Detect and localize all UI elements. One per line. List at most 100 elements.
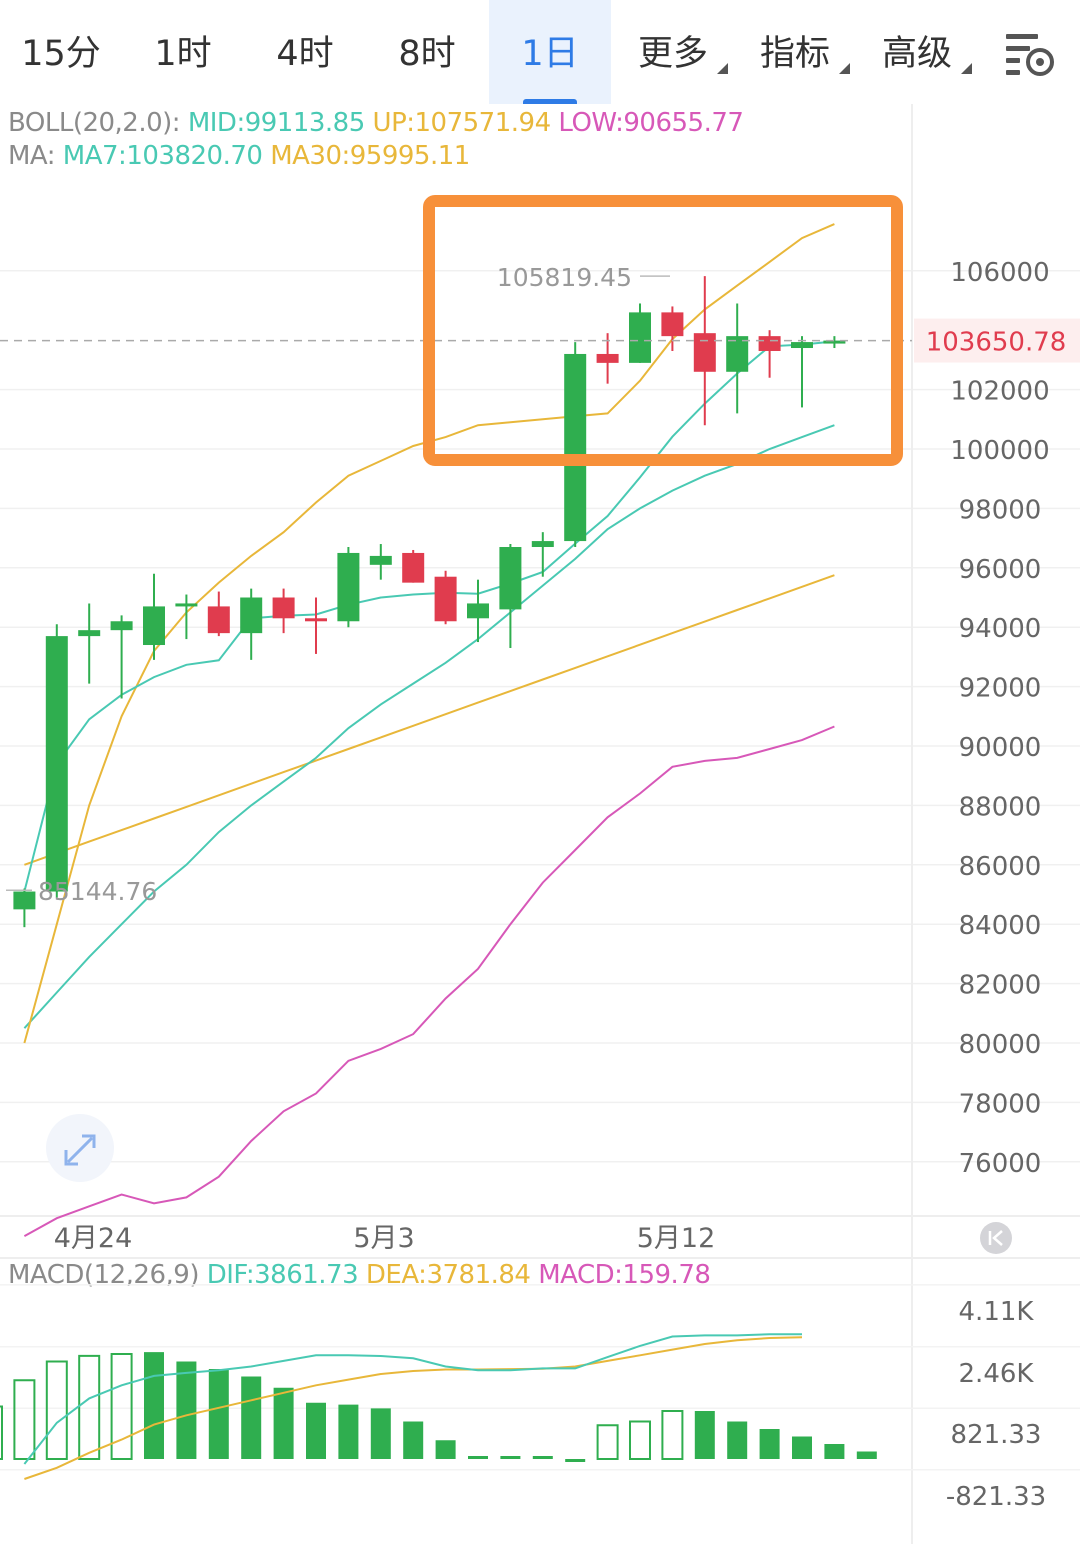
candle	[175, 594, 198, 640]
macd-bar	[306, 1402, 326, 1459]
macd-bar	[468, 1456, 488, 1459]
tab-7[interactable]: 指标	[734, 0, 856, 104]
x-tick-label: 4月24	[54, 1223, 133, 1254]
y-tick-label: 96000	[959, 555, 1042, 585]
macd-bar	[110, 1353, 133, 1460]
candle-body	[272, 597, 295, 619]
macd-tick-label: 4.11K	[959, 1297, 1035, 1327]
tab-label: 更多	[637, 34, 708, 74]
macd-bar	[241, 1376, 262, 1459]
y-tick-label: 86000	[959, 852, 1042, 882]
y-tick-label: 88000	[959, 792, 1042, 822]
ma7-value: MA7:103820.70	[62, 141, 263, 171]
timeframe-tabs: 15分 1时 4时 8时 1日 更多 指标 高级	[0, 0, 1080, 104]
tab-3[interactable]: 4时	[244, 0, 366, 104]
candle-body	[726, 336, 749, 372]
current-price-label: 103650.78	[926, 328, 1067, 358]
candle-body	[175, 603, 198, 607]
boll-mid-value: MID:99113.85	[187, 108, 365, 138]
tab-label: 1时	[154, 34, 212, 74]
candle-body	[402, 552, 425, 583]
ma30-line	[24, 574, 835, 866]
candle	[369, 544, 392, 580]
y-tick-label: 82000	[959, 971, 1042, 1001]
candle	[467, 579, 489, 643]
macd-bar	[13, 1379, 36, 1460]
candle-body	[13, 891, 36, 910]
candle	[143, 573, 165, 660]
macd-bar	[727, 1421, 748, 1459]
y-tick-label: 84000	[959, 911, 1042, 941]
highlight-box	[423, 195, 903, 466]
tab-1[interactable]: 15分	[0, 0, 122, 104]
candle	[726, 303, 749, 414]
boll-name: BOLL(20,2.0):	[8, 108, 181, 138]
scroll-latest-icon-glyph	[988, 1230, 1003, 1246]
tab-5[interactable]: 1日	[489, 0, 611, 104]
candle	[45, 624, 68, 898]
candle-body	[693, 333, 716, 372]
y-tick-label: 90000	[959, 733, 1042, 763]
tab-6[interactable]: 更多	[612, 0, 734, 104]
y-tick-label: 94000	[959, 614, 1042, 644]
candle	[337, 547, 360, 628]
y-tick-label: 80000	[959, 1030, 1042, 1060]
macd-bar	[403, 1421, 424, 1459]
macd-dif-line	[23, 1333, 803, 1465]
candle-body	[564, 353, 587, 542]
candle	[207, 591, 230, 637]
y-tick-label: 102000	[950, 377, 1049, 407]
candle	[240, 588, 263, 660]
candle-body	[661, 312, 684, 337]
tab-label: 指标	[759, 34, 830, 74]
tab-label: 高级	[881, 34, 952, 74]
max-price-label: 105819.45	[497, 263, 632, 292]
macd-bar	[273, 1387, 294, 1459]
candle	[531, 532, 554, 577]
macd-bar	[78, 1354, 101, 1460]
candle	[110, 615, 133, 699]
y-tick-label: 78000	[959, 1089, 1042, 1119]
y-tick-label: 76000	[959, 1149, 1042, 1179]
macd-bar	[661, 1410, 684, 1460]
candle-body	[467, 603, 489, 619]
macd-tick-label: 2.46K	[959, 1359, 1035, 1389]
macd-bar	[629, 1420, 651, 1460]
tab-8[interactable]: 高级	[856, 0, 978, 104]
candle	[434, 570, 457, 625]
macd-bar	[338, 1404, 359, 1459]
chart-settings-icon[interactable]	[1002, 30, 1058, 78]
y-tick-label: 106000	[950, 258, 1049, 288]
candle	[78, 603, 101, 684]
boll-lower-line	[23, 725, 835, 1237]
boll-legend: BOLL(20,2.0): MID:99113.85 UP:107571.94 …	[8, 108, 744, 138]
candle	[693, 276, 716, 426]
tab-2[interactable]: 1时	[122, 0, 244, 104]
macd-bar	[596, 1424, 619, 1460]
candle-body	[499, 547, 522, 610]
active-tab-indicator	[523, 99, 577, 104]
boll-up-value: UP:107571.94	[372, 108, 552, 138]
candle	[823, 336, 846, 349]
y-tick-label: 100000	[950, 436, 1049, 466]
macd-dea-line	[24, 1336, 803, 1480]
macd-bar	[144, 1352, 164, 1459]
boll-low-value: LOW:90655.77	[558, 108, 744, 138]
macd-bar	[532, 1456, 553, 1459]
candle-body	[531, 541, 554, 548]
candle-body	[78, 630, 101, 637]
candle	[596, 333, 619, 384]
y-tick-label: 92000	[959, 674, 1042, 704]
x-tick-label: 5月12	[637, 1223, 716, 1254]
ma7-line	[23, 340, 835, 892]
macd-bar	[824, 1444, 845, 1459]
x-tick-label: 5月3	[353, 1223, 414, 1254]
ma30-value: MA30:95995.11	[270, 141, 470, 171]
macd-bar	[176, 1361, 197, 1459]
macd-bar	[856, 1451, 877, 1459]
price-chart[interactable]: 76000 78000 80000 82000 84000 86000 88000 90000…	[0, 104, 1080, 1544]
tab-4[interactable]: 8时	[366, 0, 488, 104]
dropdown-corner-icon	[717, 63, 728, 74]
macd-tick-label: -821.33	[946, 1482, 1046, 1512]
scroll-latest-icon[interactable]	[980, 1222, 1012, 1254]
